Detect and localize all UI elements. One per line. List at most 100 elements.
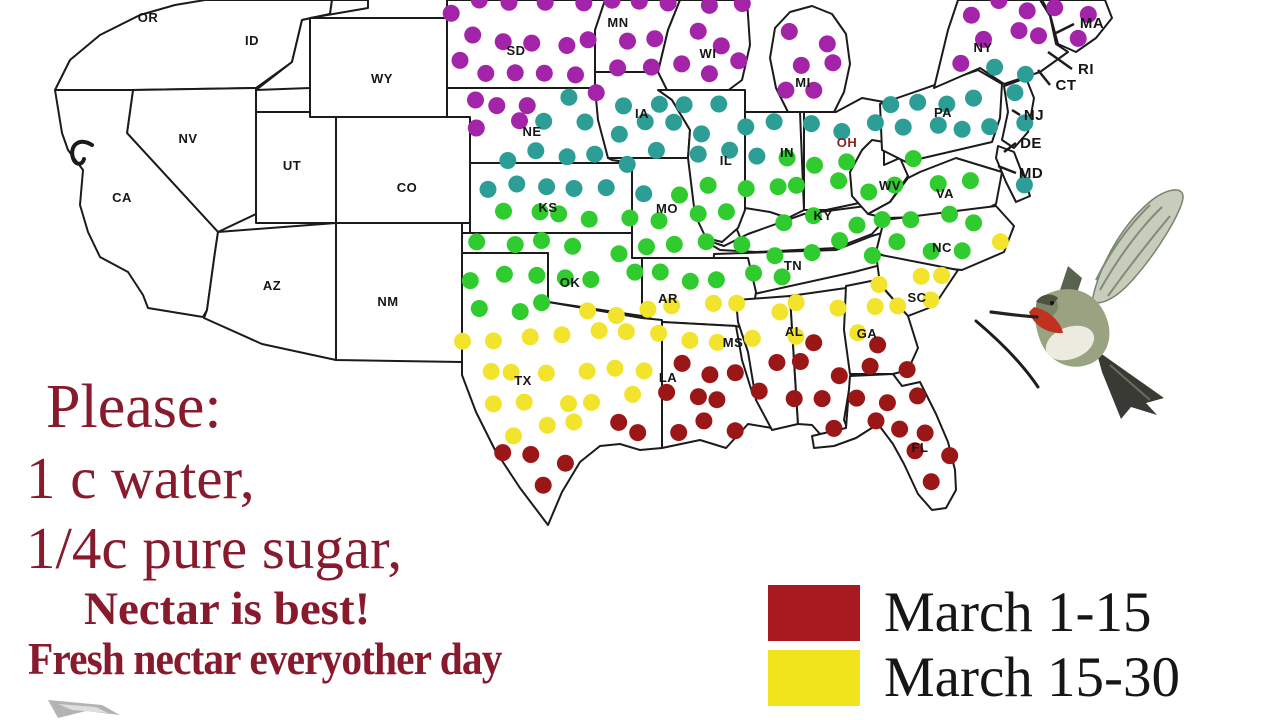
migration-dot (866, 114, 884, 132)
migration-dot (700, 65, 718, 83)
state-label-OR: OR (138, 10, 159, 25)
migration-dot (586, 145, 604, 163)
migration-dot (818, 35, 836, 53)
migration-dot (533, 294, 551, 312)
migration-dot (675, 96, 693, 114)
migration-dot (773, 268, 791, 286)
migration-dot (929, 175, 947, 193)
state-label-ID: ID (245, 33, 259, 48)
migration-dot (610, 245, 628, 263)
migration-dot (726, 364, 744, 382)
migration-dot (1017, 65, 1034, 83)
migration-dot (922, 242, 940, 260)
migration-dot (707, 271, 725, 289)
migration-dot (695, 412, 713, 430)
migration-dot (922, 291, 940, 309)
migration-dot (502, 363, 520, 381)
migration-dot (717, 203, 735, 221)
migration-dot (750, 382, 768, 400)
migration-dot (673, 55, 691, 73)
migration-dot (479, 180, 497, 198)
migration-dot (849, 324, 867, 342)
migration-dot (470, 300, 488, 317)
migration-dot (451, 51, 469, 69)
migration-dot (848, 216, 866, 234)
migration-dot (454, 332, 471, 350)
migration-dot (961, 172, 979, 190)
leader-line-MA (1055, 22, 1075, 35)
migration-dot (681, 331, 699, 349)
migration-dot (791, 353, 809, 370)
migration-dot (670, 424, 688, 441)
migration-dot (765, 113, 783, 131)
migration-dot (689, 388, 707, 406)
migration-dot (708, 391, 726, 409)
migration-dot (1030, 27, 1047, 45)
migration-dot (743, 329, 761, 347)
migration-dot (693, 125, 710, 143)
migration-dot (766, 247, 784, 265)
migration-dot (898, 361, 916, 379)
state-label-NM: NM (377, 294, 398, 309)
migration-dot (981, 118, 999, 136)
leader-line-MD (997, 164, 1017, 175)
migration-dot (464, 26, 482, 44)
migration-dot (873, 211, 891, 229)
leader-label-MA: MA (1080, 15, 1104, 32)
migration-dot (780, 23, 798, 40)
migration-dot (775, 214, 793, 232)
migration-dot (681, 272, 699, 290)
migration-dot (535, 64, 553, 82)
migration-dot (467, 91, 484, 109)
state-label-AZ: AZ (263, 278, 281, 293)
migration-dot (785, 390, 803, 408)
migration-dot (607, 307, 625, 324)
migration-dot (587, 84, 605, 102)
migration-dot (975, 30, 992, 48)
migration-dot (833, 123, 851, 140)
state-KS (469, 162, 633, 234)
state-label-UT: UT (283, 158, 301, 173)
migration-dot (991, 233, 1009, 251)
leader-label-RI: RI (1078, 61, 1094, 78)
state-label-NE: NE (522, 124, 541, 139)
migration-dot (461, 272, 479, 290)
migration-dot (704, 294, 722, 312)
migration-dot (909, 93, 927, 111)
migration-dot (537, 364, 555, 382)
migration-dot (1015, 176, 1033, 194)
migration-dot (495, 202, 512, 220)
migration-dot (745, 264, 763, 282)
migration-dot (560, 395, 577, 413)
migration-dot (952, 54, 970, 72)
migration-dot (830, 172, 848, 190)
state-label-TX: TX (514, 373, 532, 388)
migration-dot (792, 56, 810, 74)
migration-dot (965, 214, 983, 232)
migration-dot (787, 294, 805, 312)
state-NY (933, 0, 1069, 89)
migration-dot (665, 235, 683, 253)
migration-dot (866, 298, 884, 315)
migration-dot (651, 263, 669, 281)
california-coast-hook (70, 139, 94, 166)
migration-dot (730, 52, 748, 70)
migration-dot (565, 413, 583, 431)
migration-dot (953, 242, 971, 260)
migration-dot (825, 419, 843, 437)
legend-row-march-1-15: March 1-15 (768, 584, 1180, 641)
migration-dot (699, 176, 717, 194)
migration-dot (642, 58, 660, 76)
migration-dot (567, 66, 584, 84)
migration-dot (861, 357, 879, 375)
migration-dot (916, 424, 934, 442)
migration-dot (558, 148, 576, 166)
migration-dot (1006, 84, 1024, 102)
migration-dot (468, 233, 486, 251)
migration-dot (889, 297, 907, 315)
migration-dot (488, 97, 506, 115)
state-label-MS: MS (723, 335, 744, 350)
leader-label-DE: DE (1020, 135, 1042, 152)
